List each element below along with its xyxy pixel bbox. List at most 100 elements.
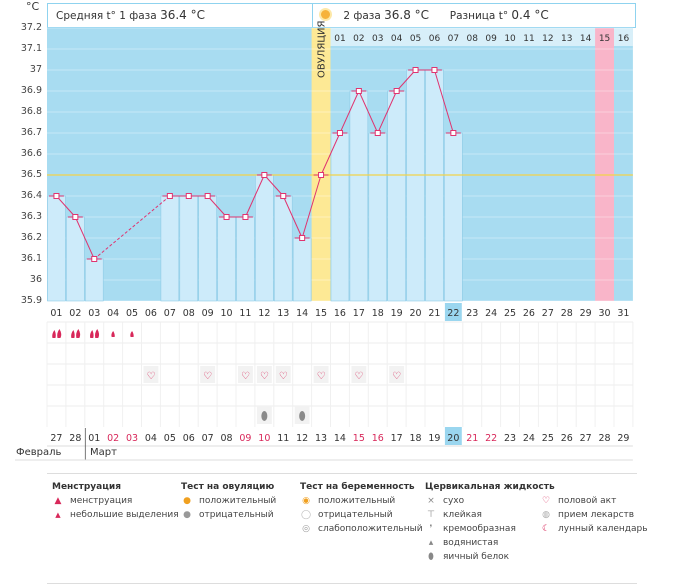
phase1-summary: Средняя t° 1 фаза 36.4 °C <box>47 3 313 28</box>
preg-positive-icon: ◉ <box>302 496 310 506</box>
cycle-day-label: 15 <box>315 308 327 319</box>
temp-line-segment <box>320 132 341 176</box>
legend-pregtest-negative: ◯ отрицательный <box>300 510 393 520</box>
phase2-day-label: 14 <box>580 34 592 44</box>
creamy-icon: ❜ <box>429 524 433 534</box>
y-tick-label: 36.5 <box>20 169 42 180</box>
date-label: 23 <box>504 433 516 444</box>
phase2-day-label: 13 <box>561 34 572 44</box>
temp-point <box>318 172 325 178</box>
month-mar: Март <box>90 447 117 458</box>
cycle-day-label: 09 <box>202 308 214 319</box>
temp-bar <box>255 174 274 302</box>
temp-point <box>185 193 192 199</box>
heart-icon: ♡ <box>317 371 326 382</box>
temp-bar <box>198 195 217 302</box>
moon-icon: ☾ <box>541 524 551 534</box>
sticky-icon: ⊤ <box>427 510 435 520</box>
y-tick-label: 36.4 <box>20 190 42 201</box>
temp-line-segment <box>396 69 416 92</box>
cycle-day-label: 18 <box>372 308 384 319</box>
legend-ovtest-positive: ● положительный <box>181 496 276 506</box>
date-label: 17 <box>391 433 403 444</box>
drop-light-icon <box>130 331 134 337</box>
phase2-day-label: 16 <box>618 34 630 44</box>
temp-point <box>204 193 211 199</box>
cycle-day-label: 06 <box>145 308 157 319</box>
cycle-day-label: 27 <box>542 308 554 319</box>
cycle-day-label: 12 <box>258 308 270 319</box>
heart-cell <box>389 366 405 383</box>
today-day-highlight <box>444 303 462 321</box>
date-label: 26 <box>561 433 573 444</box>
cycle-day-label: 01 <box>50 308 62 319</box>
date-label: 10 <box>258 433 270 444</box>
today-date-highlight <box>444 427 462 445</box>
temp-line-segment <box>263 174 284 197</box>
drop-light-icon <box>111 331 115 337</box>
heart-cell <box>275 366 291 383</box>
date-label: 06 <box>183 433 195 444</box>
legend-cervical-sticky: ⊤ клейкая <box>425 510 482 520</box>
date-label: 14 <box>334 433 346 444</box>
temp-point <box>166 193 173 199</box>
cycle-day-label: 19 <box>391 308 403 319</box>
temp-bar <box>387 90 406 302</box>
legend-cervical-watery: ▴ водянистая <box>425 538 499 548</box>
temp-line-segment <box>74 216 95 260</box>
sun-negative-icon: ● <box>183 510 191 520</box>
date-label: 12 <box>296 433 308 444</box>
sun-positive-icon: ● <box>183 496 191 506</box>
drop-heavy-icon <box>52 329 62 338</box>
legend-menstruation-title: Менструация <box>52 482 121 492</box>
drop-light-icon: ▲ <box>55 511 61 519</box>
date-label: 04 <box>145 433 157 444</box>
legend-intercourse: ♡ половой акт <box>541 496 617 506</box>
cycle-day-label: 20 <box>410 308 422 319</box>
legend-ovtest-negative: ● отрицательный <box>181 510 274 520</box>
date-label: 28 <box>69 433 81 444</box>
temp-line-segment <box>207 195 227 218</box>
date-label: 16 <box>372 433 384 444</box>
heart-icon: ♡ <box>279 371 288 382</box>
cycle-day-label: 10 <box>221 308 233 319</box>
temp-bar <box>330 132 350 302</box>
temp-bar <box>349 90 369 302</box>
temp-line-segment <box>433 69 454 134</box>
temp-point <box>280 193 287 199</box>
legend-cervical-dry: × сухо <box>425 496 464 506</box>
date-label: 29 <box>617 433 629 444</box>
temp-line-segment <box>377 90 398 134</box>
drop-heavy-icon <box>90 329 100 338</box>
date-label: 08 <box>221 433 233 444</box>
date-label: 02 <box>107 433 119 444</box>
temp-point <box>53 193 60 199</box>
date-label: 18 <box>410 433 422 444</box>
phase2-day-label: 09 <box>485 34 497 44</box>
ovulation-label: ОВУЛЯЦИЯ <box>317 21 328 79</box>
temp-line-segment <box>93 195 171 260</box>
temp-point <box>412 67 419 73</box>
phase2-day-label: 05 <box>410 34 421 44</box>
date-label: 13 <box>315 433 327 444</box>
phase1-label: Средняя t° 1 фаза <box>56 10 157 22</box>
cycle-day-label: 17 <box>353 308 365 319</box>
legend-medication: ◍ прием лекарств <box>540 510 634 520</box>
y-tick-label: 36.3 <box>20 211 42 222</box>
phase2-day-label: 12 <box>542 34 553 44</box>
phase2-day-label: 15 <box>599 34 610 44</box>
date-label: 19 <box>428 433 440 444</box>
legend-cervical-eggwhite: ⬮ яичный белок <box>425 552 509 562</box>
y-tick-label: 36.6 <box>20 148 42 159</box>
legend-pregtest-weak: ◎ слабоположительный <box>300 524 423 534</box>
legend-ovtest-title: Тест на овуляцию <box>181 482 275 492</box>
heart-icon: ♡ <box>146 371 155 382</box>
phase2-day-label: 11 <box>523 34 534 44</box>
cycle-day-label: 08 <box>183 308 195 319</box>
heart-cell <box>351 366 367 383</box>
temp-bar <box>368 132 387 302</box>
temp-point <box>91 256 98 262</box>
temp-point <box>223 214 230 220</box>
cycle-day-label: 11 <box>239 308 251 319</box>
